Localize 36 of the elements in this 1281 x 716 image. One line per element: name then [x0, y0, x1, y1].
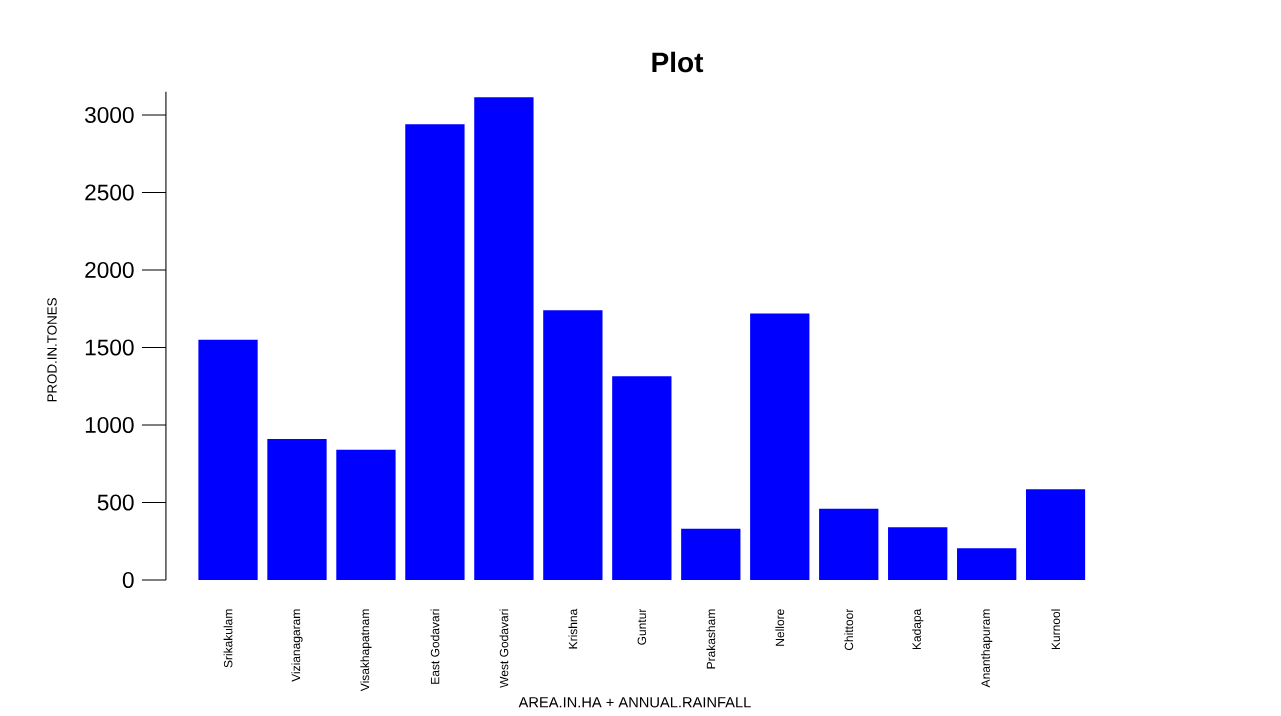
bar [267, 438, 327, 580]
bar [888, 527, 948, 580]
bar [474, 97, 534, 580]
bar [750, 313, 810, 580]
x-tick-label: East Godavari [430, 609, 440, 684]
x-tick-label: Chittoor [844, 608, 854, 651]
bar [612, 376, 672, 580]
y-tick-label: 2000 [85, 261, 134, 279]
x-tick-label: Visakhapatnam [360, 609, 372, 692]
y-tick-label: 3000 [84, 106, 134, 124]
y-axis-title: PROD.IN.TONES [47, 298, 57, 402]
x-tick-label: Nellore [775, 609, 785, 646]
chart-title: Plot [652, 51, 704, 73]
bar [819, 508, 879, 580]
x-tick-label: Prakasham [706, 609, 716, 669]
y-tick-label: 1500 [85, 339, 134, 356]
bar [198, 339, 258, 580]
bar [681, 528, 741, 580]
x-axis-title: AREA.IN.HA + ANNUAL.RAINFALL [518, 697, 751, 708]
y-tick-label: 2500 [85, 184, 134, 201]
x-tick-label: Kadapa [912, 608, 924, 650]
bar [405, 124, 465, 580]
bar [957, 548, 1017, 580]
x-tick-label: West Godavari [499, 609, 509, 688]
y-tick-label: 0 [122, 571, 134, 589]
x-tick-label: Krishna [568, 608, 578, 649]
x-tick-label: Vizianagaram [291, 609, 303, 682]
bar [336, 449, 396, 580]
y-tick-label: 1000 [85, 416, 134, 434]
bar [543, 310, 603, 580]
y-tick-label: 500 [97, 494, 134, 511]
bar [1025, 489, 1086, 580]
x-tick-label: Kurnool [1051, 609, 1061, 650]
x-tick-label: Guntur [637, 608, 647, 645]
x-tick-label: Srikakulam [223, 609, 233, 668]
x-tick-label: Ananthapuram [981, 609, 993, 688]
